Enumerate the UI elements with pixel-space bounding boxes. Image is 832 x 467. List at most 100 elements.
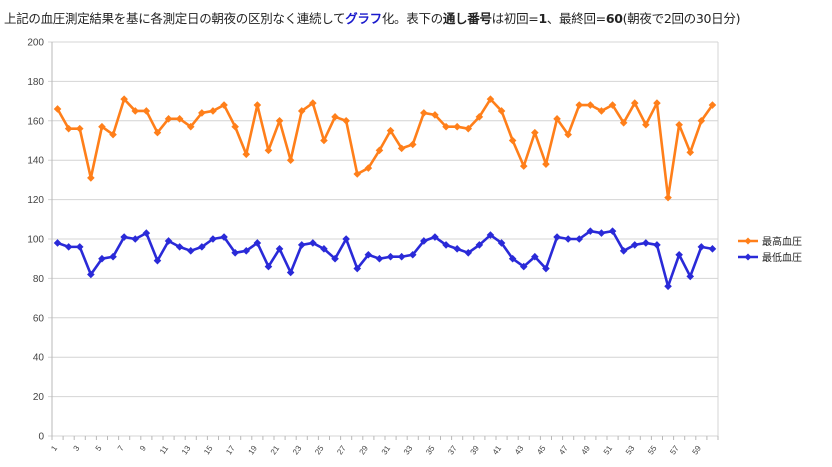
data-point [564,235,572,243]
data-point [253,239,262,247]
data-point [686,148,695,157]
x-tick-label: 39 [469,444,482,457]
data-point [653,99,661,107]
chart-description: 上記の血圧測定結果を基に各測定日の朝夜の区別なく連続してグラフ化。表下の通し番号… [4,8,740,27]
data-point [297,241,306,249]
x-tick-label: 49 [580,444,593,457]
data-point [642,120,650,129]
data-point [120,233,128,241]
data-point [453,122,461,131]
data-point [642,239,650,247]
data-point [575,235,584,243]
data-point [508,254,517,263]
data-point [331,113,339,121]
x-tick-label: 33 [402,444,415,457]
x-tick-label: 29 [358,444,371,457]
data-point [519,162,528,170]
data-point [87,270,95,279]
data-point [286,268,295,277]
x-tick-label: 17 [224,444,237,457]
data-point [64,243,73,251]
x-tick-label: 51 [602,444,615,457]
data-point [408,250,417,259]
data-point [98,254,106,263]
data-point [242,150,251,159]
data-point [619,247,628,255]
data-point [597,107,606,115]
data-point [431,111,439,119]
data-point [87,174,95,182]
data-point [486,231,495,239]
title-bold-3: 60 [605,11,623,26]
data-point [53,105,62,113]
x-tick-label: 43 [513,444,526,457]
data-point [408,140,417,149]
data-point [264,146,273,155]
title-text-2: 化。表下の [381,11,443,26]
data-point [75,243,84,251]
data-point [242,247,251,255]
data-point [186,122,195,131]
data-point [320,245,328,253]
data-point [475,241,484,249]
x-tick-label: 47 [557,444,570,457]
data-point [464,124,473,133]
x-tick-label: 15 [202,444,215,457]
data-point [420,237,428,245]
data-point [142,229,151,237]
title-text-5: (朝夜で2回の30日分) [622,11,741,26]
data-point [209,107,217,115]
data-point [142,107,151,115]
data-point [420,109,428,117]
y-tick-label: 0 [38,432,44,443]
data-point [630,99,639,107]
x-tick-label: 5 [94,444,104,453]
x-tick-label: 31 [380,444,393,457]
legend-label: 最低血圧 [762,251,802,264]
data-point [564,130,572,139]
data-point [675,250,683,259]
data-point [320,136,328,145]
x-tick-label: 57 [668,444,681,457]
y-tick-label: 200 [27,38,44,49]
title-text-3: は初回= [491,11,539,26]
data-point [198,109,206,117]
data-point [375,254,384,263]
data-point [231,248,239,257]
data-point [464,248,473,257]
data-point [686,272,695,281]
data-point [608,227,617,235]
data-point [186,247,195,255]
data-point [264,262,273,271]
data-point [519,262,528,271]
x-tick-label: 7 [116,444,126,453]
y-tick-label: 120 [27,195,44,206]
x-tick-label: 9 [138,444,148,453]
x-tick-label: 55 [646,444,659,457]
title-highlight: グラフ [345,11,382,26]
legend-marker [744,237,752,245]
data-point [664,282,672,291]
data-point [531,128,539,137]
legend-marker [744,253,752,261]
data-point [375,146,384,155]
data-point [75,124,84,133]
data-point [342,235,350,243]
data-point [220,233,228,241]
legend-label: 最高血圧 [762,235,802,248]
data-point [64,124,73,133]
data-point [386,252,395,261]
data-point [364,164,373,172]
x-tick-label: 1 [49,444,59,453]
data-point [209,235,217,243]
data-point [353,170,362,178]
y-tick-label: 160 [27,116,44,127]
data-point [708,245,717,253]
data-point [397,144,406,153]
data-point [608,101,617,109]
x-tick-label: 23 [291,444,304,457]
title-bold-2: 1 [538,11,547,26]
title-text-4: 、最終回= [546,11,606,26]
data-point [309,99,317,107]
data-point [231,122,239,131]
